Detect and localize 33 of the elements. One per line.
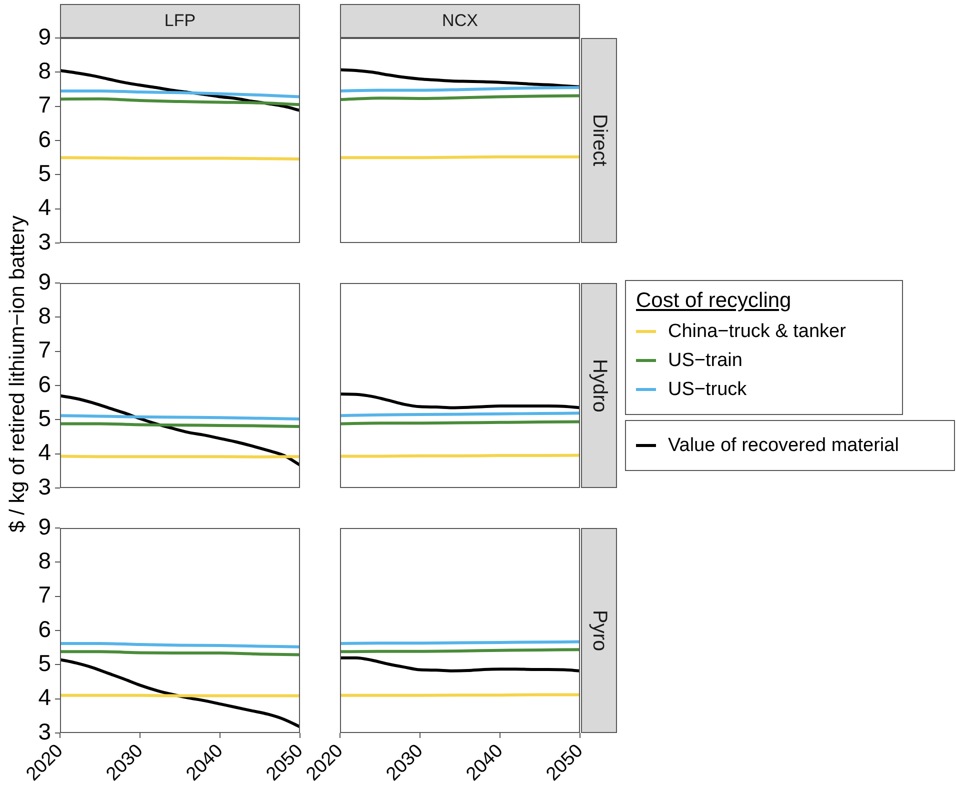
text: Direct (581, 38, 617, 243)
y-tick-label: 8 (38, 58, 51, 84)
text: Hydro (581, 283, 617, 488)
y-tick-label: 5 (38, 650, 51, 676)
legend-title: Cost of recycling (636, 289, 792, 313)
y-tick-label: 6 (38, 370, 51, 397)
legend-label: US−truck (668, 378, 747, 400)
legend-label: Value of recovered material (668, 434, 899, 456)
y-tick-label: 4 (38, 439, 52, 466)
line-series (60, 658, 300, 728)
y-tick-label: 6 (38, 616, 51, 642)
y-tick-label: 7 (38, 336, 51, 363)
y-tick-label: 5 (38, 160, 51, 186)
y-tick-label: 9 (38, 268, 51, 294)
legend-label: China−truck & tanker (668, 320, 846, 342)
y-tick-label: 9 (38, 513, 51, 540)
y-tick-label: 5 (38, 405, 51, 432)
text: Pyro (581, 528, 617, 733)
y-tick-label: 4 (38, 194, 52, 220)
y-axis-title: $ / kg of retired lithium−ion battery (6, 215, 30, 532)
y-tick-label: 3 (38, 228, 51, 254)
y-tick-label: 6 (38, 126, 51, 152)
y-tick-label: 8 (38, 548, 51, 574)
chart-title: NCX (340, 4, 580, 38)
y-tick-label: 9 (38, 23, 51, 50)
y-tick-label: 7 (38, 92, 51, 118)
y-tick-label: 3 (38, 718, 51, 744)
legend-label: US−train (668, 350, 742, 372)
y-tick-label: 4 (38, 684, 52, 710)
y-tick-label: 8 (38, 302, 51, 329)
y-tick-label: 7 (38, 582, 51, 608)
chart-title: LFP (60, 4, 300, 38)
y-tick-label: 3 (38, 473, 51, 500)
